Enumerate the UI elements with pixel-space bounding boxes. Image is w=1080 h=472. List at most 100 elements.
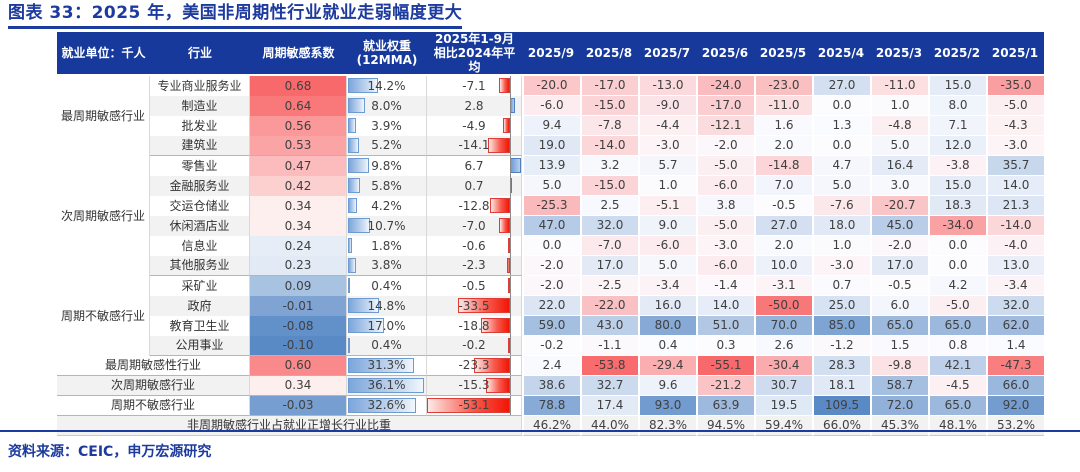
column-header-weight: 就业权重 (12MMA) (347, 32, 427, 76)
month-value-cell: 72.0 (870, 396, 928, 416)
industry-cell: 其他服务业 (150, 256, 250, 276)
summary-row: 最周期敏感性行业 0.60 31.3% -23.3 2.4 -53.8 -29.4 -55.1… (57, 356, 1044, 376)
month-value-cell: 18.1 (812, 376, 870, 396)
ytd-value: -18.8 (458, 318, 490, 333)
weight-bar (348, 258, 356, 273)
month-value-cell: 22.0 (522, 296, 580, 316)
ytd-cell: -0.6 (427, 236, 522, 256)
month-value-cell: 9.0 (638, 216, 696, 236)
month-value-cell: 8.0 (928, 96, 986, 116)
month-value-cell: 30.7 (754, 376, 812, 396)
summary-label-cell: 最周期敏感性行业 (57, 356, 250, 376)
ytd-cell: -14.1 (427, 136, 522, 156)
month-value-cell: 2.6 (754, 336, 812, 356)
industry-cell: 制造业 (150, 96, 250, 116)
month-value-cell: -15.0 (580, 176, 638, 196)
ytd-zero-axis (510, 196, 512, 216)
month-value-cell: -14.0 (580, 136, 638, 156)
month-value-cell: 7.1 (928, 116, 986, 136)
weight-bar (348, 118, 357, 133)
ytd-cell: 2.8 (427, 96, 522, 116)
month-value-cell: 78.8 (522, 396, 580, 416)
column-header-month-2025/9: 2025/9 (522, 32, 580, 76)
table-row: 建筑业 0.53 5.2% -14.1 19.0 -14.0 -3.0 -2.0 2.0 0.0 5… (57, 136, 1044, 156)
weight-bar (348, 338, 350, 353)
ytd-value: -0.6 (462, 238, 486, 253)
ytd-cell: 0.7 (427, 176, 522, 196)
month-value-cell: 1.6 (754, 116, 812, 136)
month-value-cell: -5.0 (696, 216, 754, 236)
ytd-zero-axis (510, 256, 512, 275)
industry-cell: 批发业 (150, 116, 250, 136)
weight-bar (348, 78, 378, 93)
month-value-cell: -1.4 (696, 276, 754, 296)
month-value-cell: -6.0 (638, 236, 696, 256)
ytd-value: 0.7 (464, 178, 484, 193)
month-value-cell: 70.0 (754, 316, 812, 336)
month-value-cell: -11.0 (754, 96, 812, 116)
ytd-header-line1: 2025年1-9月 (434, 32, 515, 46)
month-value-cell: 47.0 (522, 216, 580, 236)
coefficient-cell: 0.24 (250, 236, 347, 256)
weight-header-line2: (12MMA) (356, 53, 418, 67)
month-value-cell: -4.5 (928, 376, 986, 396)
weight-cell: 4.2% (347, 196, 427, 216)
month-value-cell: -17.0 (696, 96, 754, 116)
industry-cell: 信息业 (150, 236, 250, 256)
month-value-cell: 93.0 (638, 396, 696, 416)
ytd-value: -14.1 (458, 138, 490, 152)
month-value-cell: -2.0 (870, 236, 928, 256)
month-value-cell: -3.0 (812, 256, 870, 276)
month-value-cell: 62.0 (986, 316, 1044, 336)
ytd-value: -0.2 (462, 338, 486, 352)
month-value-cell: 14.0 (986, 176, 1044, 196)
weight-cell: 10.7% (347, 216, 427, 236)
column-header-month-2025/2: 2025/2 (928, 32, 986, 76)
ytd-negative-bar (457, 298, 511, 313)
month-value-cell: 58.7 (870, 376, 928, 396)
month-value-cell: -2.5 (580, 276, 638, 296)
weight-value: 17.0% (367, 318, 406, 333)
ytd-negative-bar (480, 318, 511, 333)
month-value-cell: 17.0 (870, 256, 928, 276)
month-value-cell: 14.0 (696, 296, 754, 316)
share-label-cell: 非周期敏感行业占就业正增长行业比重 (57, 416, 522, 436)
month-value-cell: 4.2 (928, 276, 986, 296)
weight-bar (348, 218, 371, 233)
month-value-cell: 12.0 (928, 136, 986, 156)
month-value-cell: 13.9 (522, 156, 580, 176)
footer-divider (0, 430, 1080, 432)
month-value-cell: -14.8 (754, 156, 812, 176)
share-value-cell: 66.0% (812, 416, 870, 436)
month-value-cell: -20.7 (870, 196, 928, 216)
month-value-cell: 65.0 (928, 316, 986, 336)
coefficient-cell: -0.10 (250, 336, 347, 356)
month-value-cell: 43.0 (580, 316, 638, 336)
month-value-cell: 1.0 (812, 236, 870, 256)
share-value-cell: 59.4% (754, 416, 812, 436)
month-value-cell: 66.0 (986, 376, 1044, 396)
ytd-cell: -0.2 (427, 336, 522, 356)
ytd-cell: -4.9 (427, 116, 522, 136)
month-value-cell: 2.0 (754, 236, 812, 256)
month-value-cell: 0.3 (696, 336, 754, 356)
weight-bar (348, 238, 352, 253)
table-row: 休闲酒店业 0.34 10.7% -7.0 47.0 32.0 9.0 -5.0 27.0 18.… (57, 216, 1044, 236)
weight-value: 14.2% (367, 78, 406, 93)
month-value-cell: -2.0 (696, 136, 754, 156)
weight-value: 9.8% (371, 158, 402, 173)
month-value-cell: -3.8 (928, 156, 986, 176)
ytd-zero-axis (510, 276, 512, 296)
ytd-zero-axis (510, 356, 512, 375)
weight-cell: 1.8% (347, 236, 427, 256)
coefficient-cell: 0.34 (250, 376, 347, 396)
month-value-cell: 2.4 (522, 356, 580, 376)
industry-cell: 零售业 (150, 156, 250, 176)
ytd-value: -12.8 (458, 198, 490, 213)
share-value-cell: 48.1% (928, 416, 986, 436)
month-value-cell: 10.0 (754, 256, 812, 276)
ytd-cell: -12.8 (427, 196, 522, 216)
ytd-cell: -2.3 (427, 256, 522, 276)
ytd-zero-axis (510, 336, 512, 355)
